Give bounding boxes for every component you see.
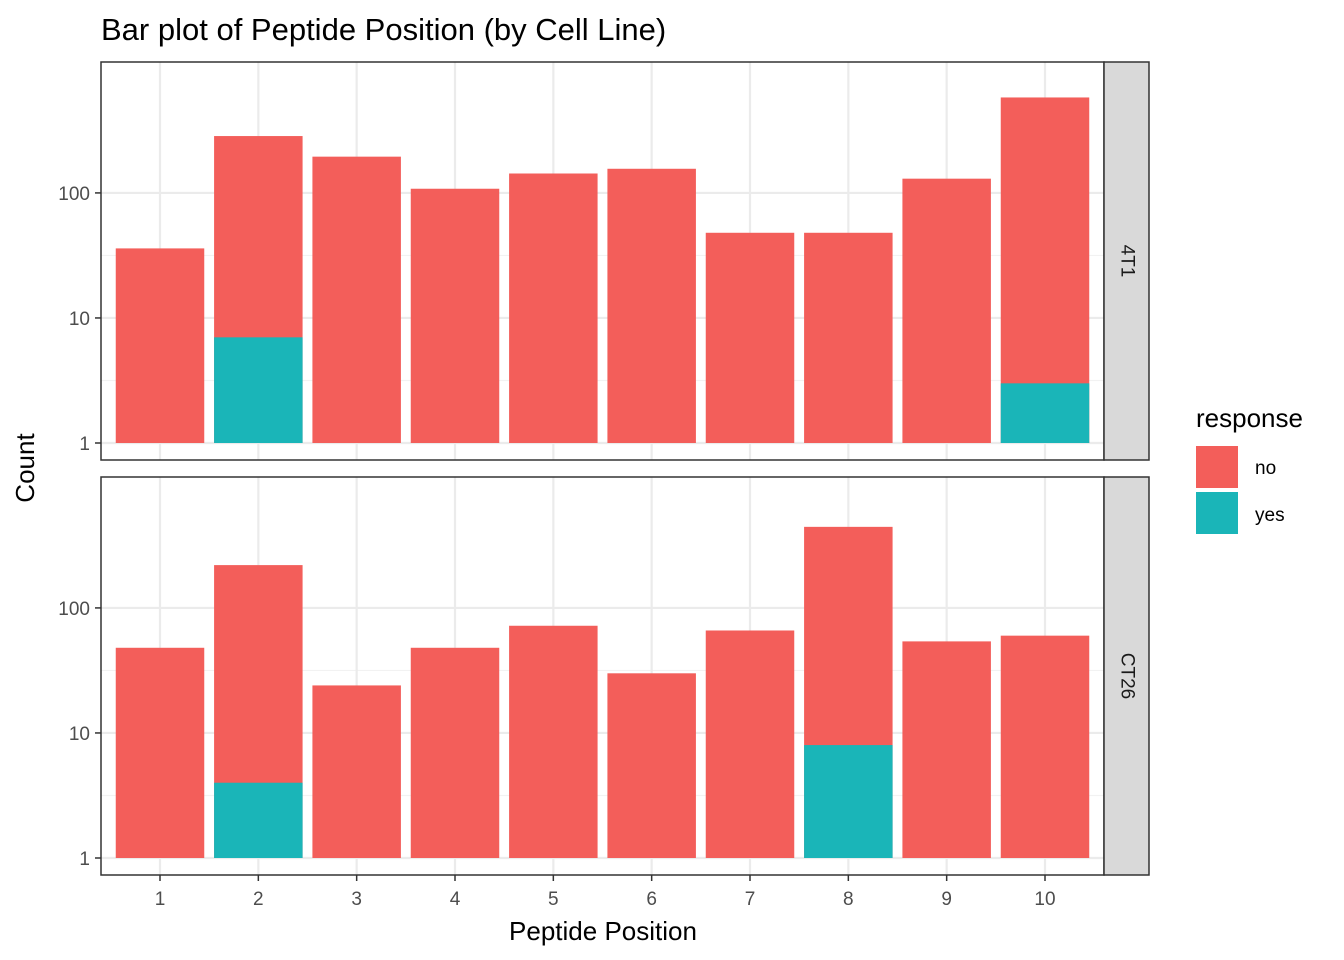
chart-title: Bar plot of Peptide Position (by Cell Li… [101, 12, 666, 47]
x-tick-label: 2 [253, 889, 264, 910]
facet-panels: 1 10 100 4T1 1 10 100 CT26 1 2 3 4 5 6 7 8 9 10 [58, 61, 1150, 910]
x-axis-title: Peptide Position [509, 916, 697, 946]
bar-no-4T1-6 [607, 168, 696, 443]
y-tick-label: 1 [79, 434, 90, 455]
bar-no-4T1-9 [902, 178, 991, 443]
y-axis-title: Count [10, 433, 40, 503]
x-tick-label: 3 [351, 889, 362, 910]
bar-no-4T1-4 [410, 188, 500, 443]
legend-key-yes [1196, 492, 1238, 534]
bar-yes-CT26-2 [214, 782, 303, 858]
facet-panel-4T1: 1 10 100 4T1 [58, 61, 1150, 461]
bar-no-CT26-3 [312, 685, 401, 858]
bar-no-4T1-5 [509, 173, 598, 444]
bar-yes-CT26-8 [804, 745, 893, 858]
bar-no-CT26-6 [607, 673, 696, 858]
bar-no-CT26-4 [410, 647, 500, 858]
facet-strip-label: 4T1 [1116, 245, 1137, 278]
bar-no-4T1-7 [705, 232, 795, 443]
bar-no-CT26-9 [902, 641, 991, 858]
legend-title: response [1196, 403, 1303, 433]
y-tick-label: 1 [79, 849, 90, 870]
x-tick-label: 10 [1034, 889, 1055, 910]
y-tick-label: 10 [69, 724, 90, 745]
bar-no-CT26-1 [115, 647, 205, 858]
legend: response no yes [1196, 403, 1303, 534]
x-tick-label: 6 [646, 889, 657, 910]
y-tick-label: 100 [58, 184, 90, 205]
facet-strip [1103, 476, 1150, 876]
x-tick-label: 5 [548, 889, 559, 910]
x-tick-label: 9 [941, 889, 952, 910]
x-tick-label: 4 [450, 889, 461, 910]
bar-yes-4T1-10 [1000, 383, 1090, 443]
y-tick-label: 10 [69, 309, 90, 330]
y-tick-label: 100 [58, 599, 90, 620]
bar-no-4T1-3 [312, 156, 401, 443]
legend-label-no: no [1255, 458, 1276, 479]
bar-no-4T1-1 [115, 248, 205, 443]
bar-yes-4T1-2 [214, 337, 303, 443]
x-tick-label: 7 [745, 889, 756, 910]
x-tick-label: 8 [843, 889, 854, 910]
legend-label-yes: yes [1255, 505, 1285, 526]
bar-no-4T1-8 [804, 232, 893, 443]
x-tick-label: 1 [155, 889, 166, 910]
facet-strip-label: CT26 [1116, 653, 1137, 699]
bar-no-CT26-7 [705, 630, 795, 858]
bar-no-CT26-10 [1000, 635, 1090, 858]
facet-panel-CT26: 1 10 100 CT26 1 2 3 4 5 6 7 8 9 10 [58, 476, 1150, 910]
facet-strip [1103, 61, 1150, 461]
legend-key-no [1196, 446, 1238, 488]
bar-no-CT26-5 [509, 625, 598, 858]
